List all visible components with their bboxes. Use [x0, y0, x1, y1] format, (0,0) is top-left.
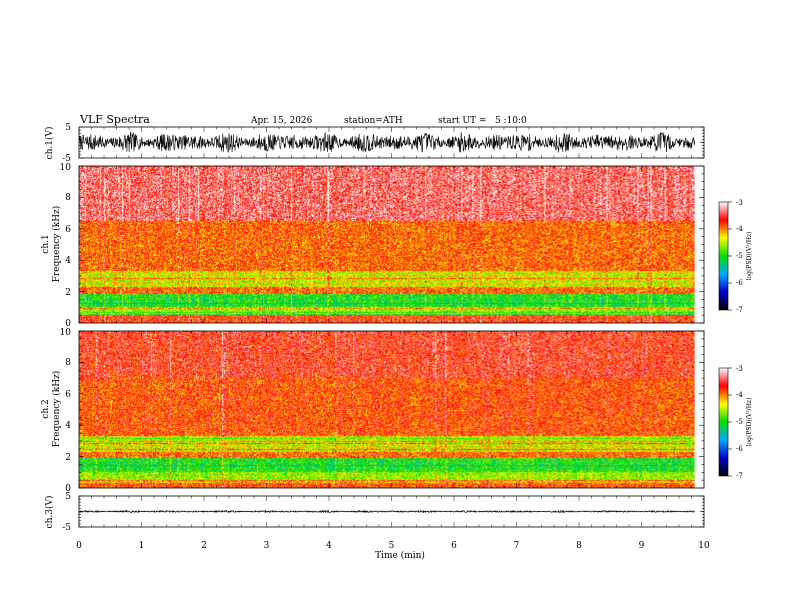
time-axis: 0 1 2 3 4 5 6 7 8 9 10 Time (min): [76, 541, 710, 561]
ch2-freq-tick-label: 8: [65, 358, 71, 368]
ch3-waveform-line: [78, 509, 695, 514]
ch2-spectrogram-image: [79, 331, 695, 488]
time-axis-label: Time (min): [375, 550, 425, 561]
ch1-waveform-line: [78, 131, 695, 153]
ch1-frequency-ticks: [79, 165, 704, 324]
figure-title: VLF Spectra: [79, 113, 150, 126]
time-tick-label: 10: [698, 541, 710, 551]
time-tick-label: 2: [201, 541, 207, 551]
ch1-spectrogram-image: [79, 166, 695, 323]
ch2-colorbar-ticks: [728, 367, 732, 477]
ch1-frequency-label: Frequency (kHz): [51, 206, 62, 283]
ch2-colorbar-tick-label: -7: [736, 472, 743, 480]
ch2-freq-tick-label: 0: [65, 484, 71, 494]
ch2-colorbar: -3 -4 -5 -6 -7 log(PSD)(V²/Hz): [718, 365, 753, 480]
ch1-colorbar-tick-label: -6: [736, 279, 743, 287]
time-tick-label: 6: [451, 541, 457, 551]
ch2-colorbar-tick-label: -4: [736, 391, 743, 399]
time-tick-marks: [78, 127, 705, 527]
ch2-freq-tick-label: 2: [65, 453, 71, 463]
ch2-colorbar-label: log(PSD)(V²/Hz): [746, 398, 753, 447]
ch2-frequency-label: Frequency (kHz): [51, 371, 62, 448]
ch1-waveform-panel: 5 -5 ch.1(V): [44, 123, 705, 164]
time-tick-label: 5: [389, 541, 395, 551]
ch1-colorbar-label: log(PSD)(V²/Hz): [746, 232, 753, 281]
ch3-ytick-label: 5: [65, 492, 71, 502]
ch1-spectrogram-panel: 0 2 4 6 8 10 ch.1 Frequency (kHz): [41, 163, 705, 329]
time-tick-label: 1: [139, 541, 145, 551]
ch1-channel-label: ch.1: [41, 234, 51, 253]
ch2-colorbar-tick-label: -3: [736, 365, 743, 373]
ch1-colorbar-tick-label: -7: [736, 306, 743, 314]
time-tick-label: 9: [639, 541, 645, 551]
ch1-freq-tick-label: 8: [65, 193, 71, 203]
ch1-colorbar-ticks: [728, 201, 732, 311]
ch1-ytick-label: 5: [65, 123, 71, 133]
ch1-colorbar-gradient: [718, 201, 729, 311]
start-time-label: start UT = 5 :10:0: [438, 116, 527, 126]
ch3-tick-marks: [79, 495, 704, 528]
ch1-colorbar: -3 -4 -5 -6 -7 log(PSD)(V²/Hz): [718, 199, 753, 314]
ch1-ylabel: ch.1(V): [44, 127, 55, 160]
ch1-ytick-label: -5: [62, 154, 71, 164]
ch2-colorbar-tick-label: -5: [736, 418, 743, 426]
ch1-colorbar-tick-label: -4: [736, 225, 743, 233]
time-tick-label: 4: [326, 541, 332, 551]
time-tick-label: 3: [264, 541, 270, 551]
time-tick-label: 0: [76, 541, 82, 551]
ch3-ytick-label: -5: [62, 523, 71, 533]
ch3-waveform-panel: 5 -5 ch.3(V): [44, 492, 705, 533]
ch1-freq-tick-label: 0: [65, 319, 71, 329]
ch1-tick-marks: [79, 126, 704, 159]
ch2-spectrogram-panel: 0 2 4 6 8 10 ch.2 Frequency (kHz): [41, 328, 705, 494]
ch3-ylabel: ch.3(V): [44, 496, 55, 529]
station-label: station=ATH: [344, 116, 403, 126]
time-tick-label: 8: [576, 541, 582, 551]
ch2-freq-tick-label: 6: [65, 390, 71, 400]
ch2-freq-tick-label: 4: [65, 421, 71, 431]
ch1-freq-tick-label: 10: [60, 163, 72, 173]
ch1-colorbar-tick-label: -3: [736, 199, 743, 207]
ch2-frequency-ticks: [79, 330, 704, 489]
ch1-freq-tick-label: 2: [65, 288, 71, 298]
ch2-channel-label: ch.2: [41, 399, 51, 418]
ch1-freq-tick-label: 6: [65, 225, 71, 235]
ch1-freq-tick-label: 4: [65, 256, 71, 266]
ch1-colorbar-tick-label: -5: [736, 252, 743, 260]
ch2-colorbar-gradient: [718, 367, 729, 477]
date-label: Apr. 15, 2026: [250, 116, 313, 126]
time-tick-label: 7: [514, 541, 520, 551]
ch2-colorbar-tick-label: -6: [736, 445, 743, 453]
ch2-freq-tick-label: 10: [60, 328, 72, 338]
